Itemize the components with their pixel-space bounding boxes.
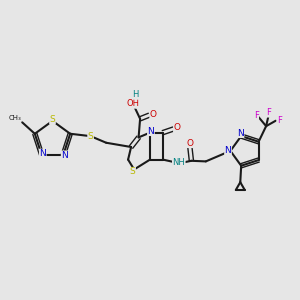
Text: S: S — [50, 115, 56, 124]
Text: OH: OH — [127, 99, 140, 108]
Text: N: N — [237, 129, 244, 138]
Text: F: F — [266, 108, 271, 117]
Text: N: N — [148, 127, 154, 136]
Text: O: O — [186, 139, 194, 148]
Text: F: F — [254, 111, 259, 120]
Text: NH: NH — [172, 158, 185, 167]
Text: S: S — [88, 132, 94, 141]
Text: N: N — [61, 151, 68, 160]
Text: CH₃: CH₃ — [9, 115, 22, 121]
Text: N: N — [225, 146, 231, 155]
Text: N: N — [39, 149, 46, 158]
Text: F: F — [277, 116, 282, 124]
Text: S: S — [130, 167, 136, 176]
Text: O: O — [173, 123, 181, 132]
Text: O: O — [150, 110, 157, 119]
Text: H: H — [132, 90, 139, 99]
